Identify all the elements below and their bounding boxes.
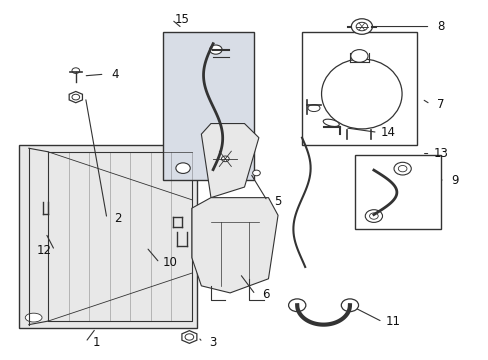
Text: 4: 4: [111, 68, 119, 81]
Text: 15: 15: [174, 13, 189, 26]
Text: 9: 9: [451, 174, 458, 186]
Circle shape: [365, 210, 382, 222]
Circle shape: [341, 299, 358, 312]
Text: 6: 6: [262, 288, 269, 301]
Polygon shape: [182, 330, 197, 343]
Circle shape: [209, 45, 222, 54]
Circle shape: [355, 22, 367, 31]
Circle shape: [351, 19, 372, 34]
Circle shape: [252, 170, 260, 176]
Circle shape: [393, 162, 410, 175]
Circle shape: [221, 156, 229, 162]
Circle shape: [72, 68, 80, 73]
Text: 7: 7: [436, 98, 444, 111]
Bar: [19, 145, 196, 328]
Bar: [302, 32, 416, 145]
Text: 2: 2: [114, 212, 121, 225]
Circle shape: [288, 299, 305, 312]
Text: 13: 13: [433, 147, 447, 160]
Text: 12: 12: [37, 244, 52, 257]
Ellipse shape: [321, 59, 401, 129]
Bar: [163, 32, 254, 180]
Circle shape: [184, 334, 193, 340]
Bar: [354, 155, 440, 229]
Text: 5: 5: [274, 195, 281, 208]
Text: 11: 11: [385, 315, 400, 328]
Text: 8: 8: [436, 20, 444, 33]
Bar: [48, 152, 191, 321]
Circle shape: [398, 166, 406, 172]
Circle shape: [369, 213, 377, 219]
Text: 14: 14: [380, 126, 395, 139]
Polygon shape: [69, 91, 82, 103]
Ellipse shape: [25, 313, 42, 322]
Circle shape: [176, 163, 190, 174]
Text: 1: 1: [92, 336, 100, 349]
Polygon shape: [201, 123, 258, 198]
Text: 10: 10: [163, 256, 177, 269]
Ellipse shape: [307, 104, 319, 112]
Text: 3: 3: [209, 336, 217, 349]
Circle shape: [72, 94, 80, 100]
Polygon shape: [191, 198, 278, 293]
Ellipse shape: [323, 119, 339, 126]
Circle shape: [350, 50, 367, 62]
